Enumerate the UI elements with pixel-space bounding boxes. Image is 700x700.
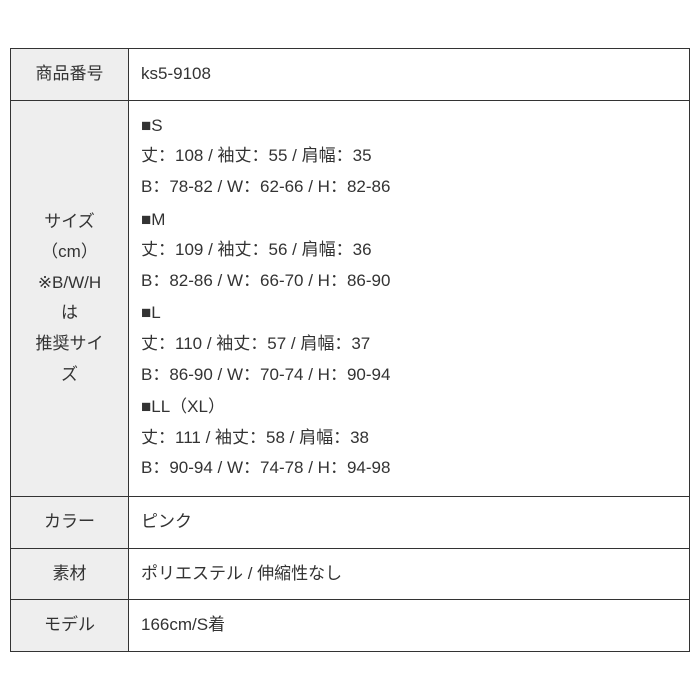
table-row: カラー ピンク <box>11 496 690 548</box>
size-label-line: は <box>23 298 116 329</box>
table-row: 素材 ポリエステル / 伸縮性なし <box>11 548 690 600</box>
size-label-line: 推奨サイ <box>23 329 116 360</box>
product-number-value: ks5-9108 <box>129 49 690 101</box>
size-label-line: （cm） <box>23 237 116 268</box>
size-line2: B：90-94 / W：74-78 / H：94-98 <box>141 453 677 484</box>
model-label: モデル <box>11 600 129 652</box>
size-name: ■LL（XL） <box>141 392 677 423</box>
table-row: モデル 166cm/S着 <box>11 600 690 652</box>
size-name: ■L <box>141 298 677 329</box>
size-m-block: ■M 丈：109 / 袖丈：56 / 肩幅：36 B：82-86 / W：66-… <box>141 205 677 297</box>
size-label-line: ※B/W/H <box>23 268 116 299</box>
size-line2: B：78-82 / W：62-66 / H：82-86 <box>141 172 677 203</box>
product-spec-table-container: 商品番号 ks5-9108 サイズ （cm） ※B/W/H は 推奨サイ ズ ■… <box>10 48 690 652</box>
color-value: ピンク <box>129 496 690 548</box>
color-label: カラー <box>11 496 129 548</box>
size-l-block: ■L 丈：110 / 袖丈：57 / 肩幅：37 B：86-90 / W：70-… <box>141 298 677 390</box>
size-line1: 丈：110 / 袖丈：57 / 肩幅：37 <box>141 329 677 360</box>
size-label: サイズ （cm） ※B/W/H は 推奨サイ ズ <box>11 100 129 496</box>
product-spec-table: 商品番号 ks5-9108 サイズ （cm） ※B/W/H は 推奨サイ ズ ■… <box>10 48 690 652</box>
size-line1: 丈：109 / 袖丈：56 / 肩幅：36 <box>141 235 677 266</box>
size-name: ■M <box>141 205 677 236</box>
size-name: ■S <box>141 111 677 142</box>
model-value: 166cm/S着 <box>129 600 690 652</box>
size-value: ■S 丈：108 / 袖丈：55 / 肩幅：35 B：78-82 / W：62-… <box>129 100 690 496</box>
size-ll-block: ■LL（XL） 丈：111 / 袖丈：58 / 肩幅：38 B：90-94 / … <box>141 392 677 484</box>
size-line2: B：82-86 / W：66-70 / H：86-90 <box>141 266 677 297</box>
product-number-label: 商品番号 <box>11 49 129 101</box>
table-row: 商品番号 ks5-9108 <box>11 49 690 101</box>
size-label-line: サイズ <box>23 207 116 238</box>
size-s-block: ■S 丈：108 / 袖丈：55 / 肩幅：35 B：78-82 / W：62-… <box>141 111 677 203</box>
material-label: 素材 <box>11 548 129 600</box>
material-value: ポリエステル / 伸縮性なし <box>129 548 690 600</box>
size-line1: 丈：111 / 袖丈：58 / 肩幅：38 <box>141 423 677 454</box>
size-label-line: ズ <box>23 360 116 391</box>
size-line1: 丈：108 / 袖丈：55 / 肩幅：35 <box>141 141 677 172</box>
table-row: サイズ （cm） ※B/W/H は 推奨サイ ズ ■S 丈：108 / 袖丈：5… <box>11 100 690 496</box>
size-line2: B：86-90 / W：70-74 / H：90-94 <box>141 360 677 391</box>
